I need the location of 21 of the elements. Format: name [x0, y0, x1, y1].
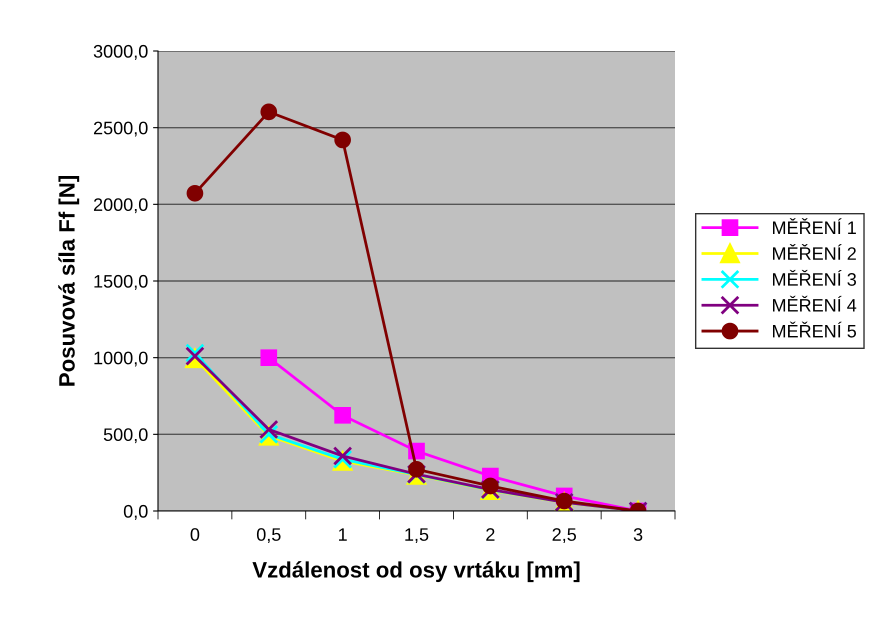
x-tick-label: 2,5	[552, 528, 576, 544]
y-tick-label: 0,0	[124, 504, 148, 520]
x-tick-label: 1	[339, 528, 347, 541]
y-tick-label: 1000,0	[94, 352, 148, 367]
x-tick-label: 3	[634, 528, 642, 541]
x-tick-label: 0,5	[256, 528, 281, 544]
y-axis-title: Posuvová síla Ff [N]	[58, 176, 80, 386]
legend-label: MĚŘENÍ 3	[772, 270, 856, 286]
x-tick-label: 1,5	[405, 528, 428, 544]
legend-label: MĚŘENÍ 4	[772, 296, 856, 312]
legend-label: MĚŘENÍ 2	[772, 244, 856, 260]
x-axis-title: Vzdálenost od osy vrtáku [mm]	[252, 561, 580, 582]
x-tick-label: 2	[486, 528, 494, 541]
legend-label: MĚŘENÍ 5	[772, 322, 856, 338]
y-tick-label: 2000,0	[94, 198, 148, 214]
y-tick-label: 500,0	[104, 428, 148, 444]
x-tick-label: 0	[190, 528, 200, 541]
y-tick-label: 1500,0	[94, 274, 148, 290]
y-tick-label: 3000,0	[94, 44, 148, 60]
legend-label: MĚŘENÍ 1	[772, 218, 856, 234]
y-tick-label: 2500,0	[94, 122, 148, 137]
